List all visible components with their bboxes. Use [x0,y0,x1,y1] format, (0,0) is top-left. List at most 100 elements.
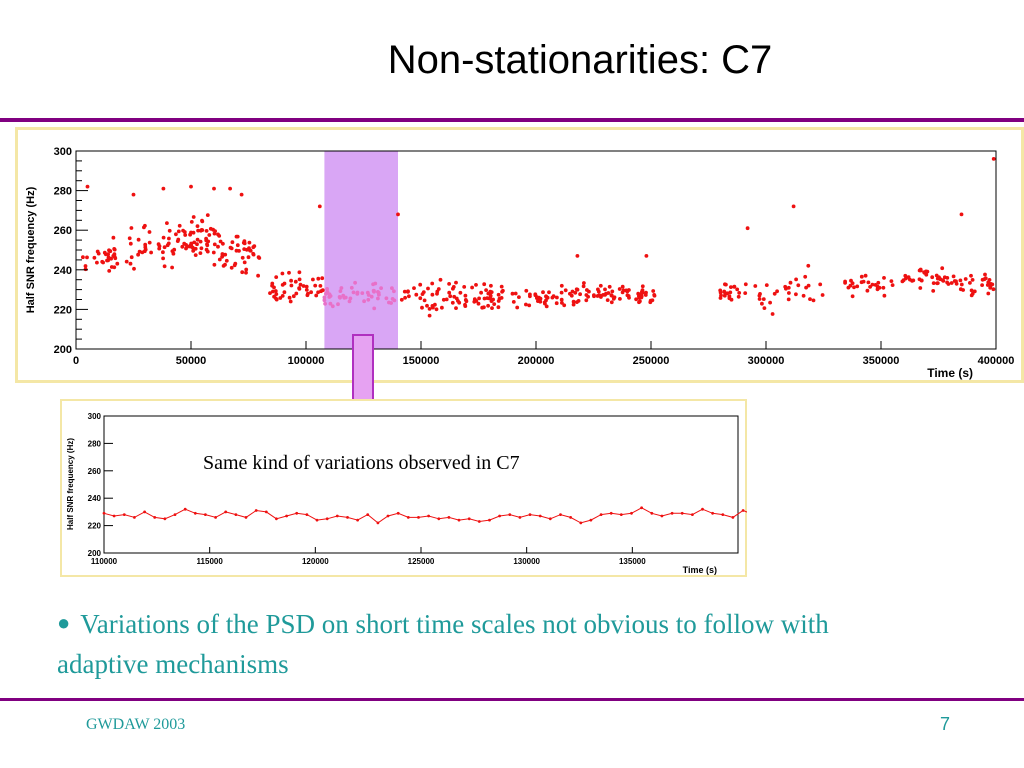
data-point [515,305,520,310]
data-point [387,300,391,305]
data-point [732,284,737,289]
data-point [745,226,750,231]
data-point [136,252,140,257]
data-point [620,284,625,289]
data-point [498,514,501,518]
data-point [426,286,430,291]
data-point [217,257,222,262]
data-point [207,233,212,237]
data-point [991,287,996,292]
data-point [609,511,613,515]
data-point [320,276,325,281]
data-point [285,514,288,518]
data-point [820,293,825,297]
data-point [360,291,365,295]
data-point [366,297,371,302]
data-point [454,280,458,285]
data-point [852,285,856,290]
data-point [403,295,407,300]
data-point [338,295,342,300]
data-point [189,184,193,189]
data-point [489,299,494,303]
data-point [81,255,85,260]
data-point [106,255,111,260]
data-point [610,289,615,294]
data-point [447,282,451,286]
data-point [986,291,991,296]
bullet-point: ● Variations of the PSD on short time sca… [57,603,917,684]
data-point [875,284,880,289]
data-point [274,292,279,296]
x-tick-label: 0 [73,355,79,367]
data-point [346,516,349,519]
x-tick-label: 115000 [197,557,224,566]
data-point [224,510,228,514]
data-point [441,297,446,302]
data-point [930,275,935,280]
data-point [462,285,467,289]
data-point [328,294,333,298]
data-point [216,244,220,249]
data-point [129,255,134,260]
data-point [718,296,723,300]
data-point [205,243,210,248]
data-point [242,260,247,265]
data-point [727,296,732,301]
data-point [801,293,806,298]
data-point [339,286,344,290]
data-point [325,287,329,291]
data-point [986,280,991,285]
x-tick-label: 150000 [403,355,440,367]
data-point [467,517,471,521]
data-point [174,232,178,237]
data-point [278,296,283,300]
data-point [559,297,564,302]
y-tick-label: 240 [54,265,72,277]
data-point [143,510,146,514]
data-point [963,277,968,281]
slide-title: Non-stationarities: C7 [387,38,773,82]
data-point [163,517,167,521]
data-point [444,297,449,302]
data-point [644,254,649,258]
data-point [448,294,453,299]
data-point [711,511,714,515]
chart-background [62,401,745,575]
data-point [191,215,196,219]
data-point [958,287,963,292]
data-point [731,516,735,519]
data-point [969,273,973,278]
data-point [579,521,583,525]
data-point [728,290,733,295]
y-tick-label: 300 [54,146,72,158]
data-point [722,289,727,294]
x-tick-label: 110000 [91,557,118,566]
data-point [315,518,319,522]
data-point [762,306,767,310]
data-point [480,305,485,310]
data-point [112,265,117,270]
data-point [342,295,347,300]
data-point [132,266,136,271]
data-point [598,283,603,288]
data-point [251,245,256,250]
data-point [581,284,586,289]
data-point [743,282,748,287]
data-point [242,241,247,246]
data-point [538,299,543,304]
data-point [204,238,209,243]
data-point [195,237,200,242]
data-point [958,278,963,283]
data-point [882,276,886,280]
data-point [952,279,957,283]
data-point [192,240,197,245]
data-point [221,241,225,246]
data-point [627,295,631,300]
data-point [576,299,581,303]
data-point [297,287,302,291]
data-point [980,283,984,287]
data-point [336,302,340,307]
data-point [470,285,474,290]
x-axis: 110000 115000 120000 125000 130000 135000 [91,547,646,566]
data-point [272,294,276,299]
